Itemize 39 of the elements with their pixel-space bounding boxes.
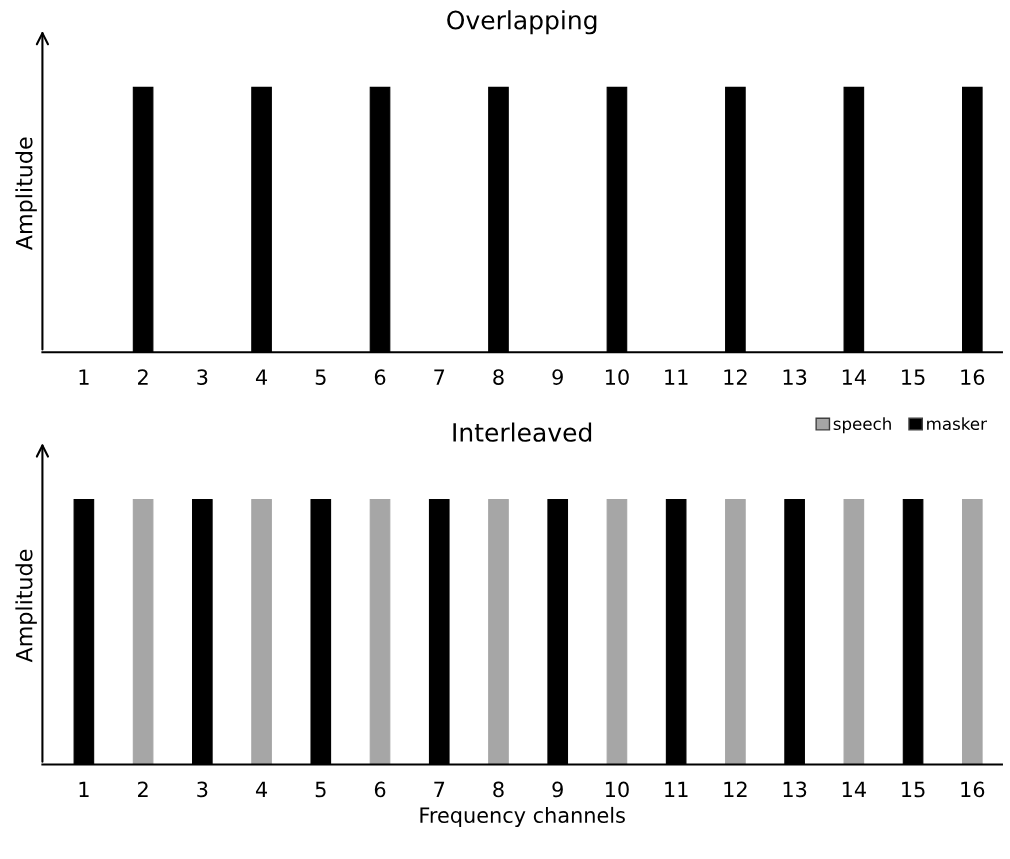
x-tick-label: 16	[961, 369, 985, 385]
chart-title: Overlapping	[447, 10, 597, 35]
x-tick-label: 10	[605, 369, 629, 385]
x-tick-label: 7	[434, 781, 445, 798]
chart-title: Interleaved	[453, 422, 592, 442]
x-tick-label: 9	[552, 369, 563, 385]
x-tick-label: 13	[783, 369, 807, 385]
x-tick-label: 9	[552, 781, 563, 798]
x-tick-label: 6	[374, 369, 386, 385]
x-tick-label: 1	[79, 781, 89, 798]
x-tick-label: 8	[493, 781, 504, 798]
x-tick-label: 3	[197, 369, 208, 385]
x-tick-label: 4	[255, 781, 268, 798]
x-tick-label: 10	[605, 781, 629, 798]
x-tick-label: 5	[315, 369, 326, 385]
x-tick-label: 2	[138, 781, 148, 798]
y-axis-title: Amplitude	[15, 137, 37, 251]
x-tick-label: 4	[255, 369, 268, 385]
legend-label: masker	[927, 417, 987, 431]
x-tick-label: 8	[493, 369, 504, 385]
x-tick-label: 7	[434, 369, 445, 385]
x-tick-label: 11	[665, 781, 688, 798]
x-tick-label: 14	[842, 369, 866, 385]
x-tick-label: 14	[842, 781, 866, 798]
x-tick-label: 12	[724, 369, 747, 385]
x-tick-label: 1	[79, 369, 89, 385]
x-tick-label: 15	[902, 781, 925, 798]
x-tick-label: 13	[783, 781, 807, 798]
x-axis-title: Frequency channels	[420, 806, 625, 828]
x-tick-label: 12	[724, 781, 747, 798]
y-axis-title: Amplitude	[15, 549, 37, 663]
x-tick-label: 2	[138, 369, 148, 385]
x-tick-label: 3	[197, 781, 208, 798]
legend-label: speech	[833, 417, 891, 434]
x-tick-label: 11	[665, 369, 688, 385]
x-tick-label: 15	[902, 369, 925, 385]
x-tick-label: 6	[374, 781, 386, 798]
x-tick-label: 5	[315, 781, 326, 798]
x-tick-label: 16	[961, 781, 985, 798]
